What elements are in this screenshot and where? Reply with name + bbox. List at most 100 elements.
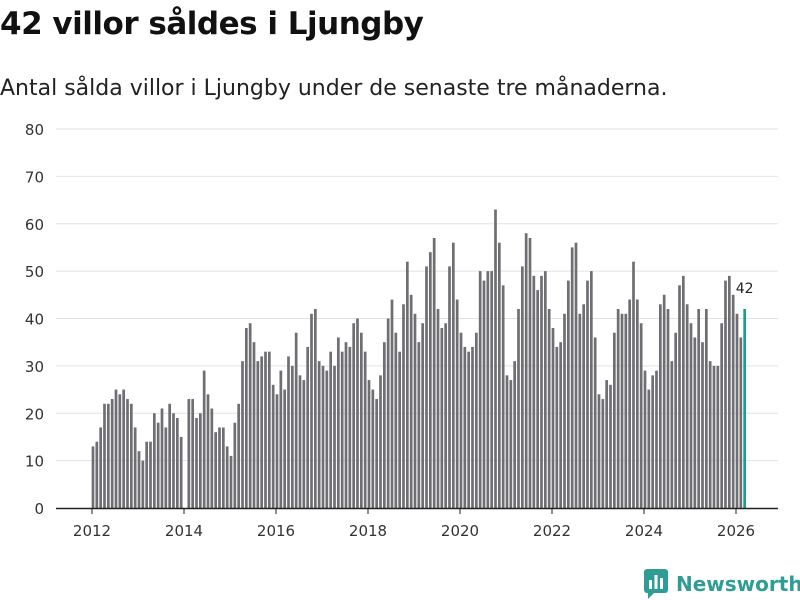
data-bar: [179, 436, 183, 508]
data-bar: [409, 294, 413, 508]
y-axis: 0 10 20 30 40 50 60 70 80: [25, 121, 44, 518]
x-tick-label: 2018: [349, 522, 387, 540]
bars: [91, 209, 747, 509]
data-bar: [582, 304, 586, 508]
data-bar: [275, 394, 279, 508]
data-bar: [428, 252, 432, 508]
data-bar: [198, 413, 202, 508]
data-bar: [118, 394, 122, 508]
data-bar: [455, 299, 459, 508]
data-bar: [352, 323, 356, 508]
data-bar: [191, 399, 195, 508]
data-bar: [505, 375, 509, 508]
data-bar: [555, 346, 559, 508]
data-bar: [735, 313, 739, 508]
data-bar: [321, 365, 325, 509]
data-bar: [704, 309, 708, 508]
y-tick-label: 30: [25, 358, 44, 376]
data-bar: [609, 384, 612, 508]
data-bar: [432, 237, 436, 508]
data-bar: [570, 247, 574, 508]
data-bar: [425, 266, 428, 508]
data-bar: [267, 351, 271, 508]
data-bar: [340, 351, 344, 508]
data-bar: [520, 266, 524, 508]
data-bar: [681, 275, 685, 508]
y-tick-label: 50: [25, 263, 44, 281]
brand-name: Newsworthy: [676, 572, 800, 596]
y-tick-label: 80: [25, 121, 44, 139]
data-bar: [605, 380, 609, 508]
data-labels: 42: [736, 281, 754, 297]
data-bar: [398, 351, 402, 508]
data-bar: [597, 394, 601, 508]
data-bar: [110, 399, 114, 508]
data-bar: [720, 323, 724, 508]
data-bar: [635, 299, 639, 508]
data-bar: [114, 389, 118, 508]
data-bar: [264, 351, 267, 508]
data-bar: [99, 427, 103, 508]
data-bar: [313, 309, 317, 508]
data-bar: [152, 413, 156, 508]
data-bar: [478, 271, 482, 509]
data-bar: [632, 261, 635, 508]
data-bar: [451, 242, 455, 508]
data-bar: [405, 261, 409, 508]
data-bar: [348, 346, 352, 508]
newsworthy-logo[interactable]: Newsworthy: [644, 568, 800, 600]
data-bar: [306, 346, 310, 508]
data-bar: [693, 337, 697, 508]
data-bar: [160, 408, 164, 508]
data-bar: [122, 389, 126, 508]
data-bar: [517, 309, 520, 508]
data-bar: [628, 299, 632, 508]
data-bar: [221, 427, 225, 508]
data-bar: [474, 332, 478, 508]
data-bar: [156, 422, 160, 508]
data-bar: [612, 332, 616, 508]
gridlines: [56, 128, 778, 462]
data-bar: [248, 323, 252, 508]
data-bar: [509, 380, 513, 508]
data-bar: [133, 427, 137, 508]
data-bar: [375, 399, 379, 508]
data-bar: [647, 389, 651, 508]
data-bar: [716, 365, 720, 509]
data-bar: [685, 304, 689, 508]
data-bar: [402, 304, 405, 508]
data-bar: [164, 427, 168, 508]
data-bar: [666, 309, 670, 508]
y-tick-label: 40: [25, 311, 44, 329]
chart-title: 42 villor såldes i Ljungby: [0, 6, 424, 42]
data-bar: [363, 351, 367, 508]
data-bar: [440, 327, 444, 508]
data-bar: [536, 290, 540, 508]
data-bar: [467, 351, 471, 508]
data-bar: [214, 432, 218, 508]
data-bar: [662, 294, 666, 508]
highlight-bar: [743, 309, 747, 508]
data-bar: [689, 323, 693, 508]
data-bar: [218, 427, 221, 508]
data-bar: [727, 275, 731, 508]
data-bar: [317, 361, 321, 508]
data-bar: [225, 446, 229, 508]
data-bar: [237, 403, 241, 508]
data-bar: [336, 337, 340, 508]
data-bar: [390, 299, 394, 508]
data-bar: [126, 399, 129, 508]
data-bar: [624, 313, 628, 508]
data-bar: [708, 361, 712, 508]
data-bar: [417, 342, 421, 508]
data-bar: [145, 441, 149, 508]
data-bar: [367, 380, 371, 508]
data-bar: [712, 365, 716, 509]
data-bar: [310, 313, 313, 508]
data-bar: [271, 384, 275, 508]
data-bar: [658, 304, 662, 508]
data-bar: [547, 309, 551, 508]
x-axis: 2012 2014 2016 2018 2020 2022 2024 2026: [56, 507, 778, 540]
data-bar: [386, 318, 390, 508]
